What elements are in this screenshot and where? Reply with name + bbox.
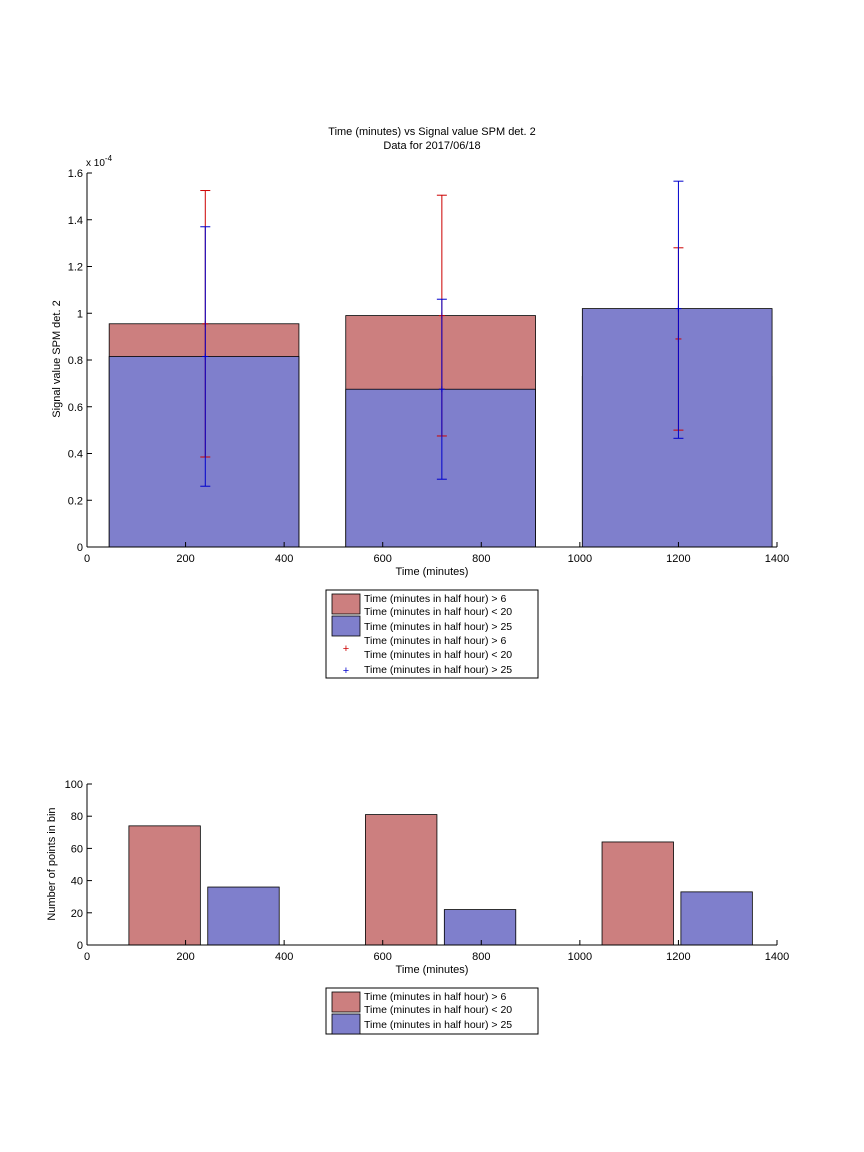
bottom-y-tick-label: 60 <box>71 843 83 855</box>
top-y-tick-label: 0.8 <box>68 355 83 367</box>
bottom-x-tick-label: 1200 <box>666 951 690 963</box>
bottom-bar-series-b <box>680 891 753 946</box>
top-x-tick-label: 600 <box>374 553 392 565</box>
top-y-exponent-base: x 10 <box>86 158 105 169</box>
bottom-legend-swatch-b <box>331 1013 361 1035</box>
bottom-legend-label-a2: Time (minutes in half hour) < 20 <box>364 1004 512 1016</box>
bottom-x-tick-label: 600 <box>374 951 392 963</box>
bottom-bar-series-a <box>128 825 201 946</box>
top-y-tick-label: 1.2 <box>68 262 83 274</box>
bottom-y-axis-label: Number of points in bin <box>46 807 58 920</box>
bottom-bar-series-a <box>601 841 674 946</box>
top-legend-label-b: Time (minutes in half hour) > 25 <box>364 621 512 633</box>
top-x-tick-label: 400 <box>275 553 293 565</box>
bottom-y-tick-label: 80 <box>71 811 83 823</box>
top-legend-box <box>325 589 539 679</box>
bottom-y-tick-label: 20 <box>71 908 83 920</box>
bottom-y-tick-label: 40 <box>71 876 83 888</box>
top-bar-series-b <box>581 308 773 548</box>
top-legend-label-a2: Time (minutes in half hour) < 20 <box>364 606 512 618</box>
bottom-y-tick-label: 100 <box>65 779 83 791</box>
bottom-bar-series-b <box>207 886 280 946</box>
top-y-tick-label: 0.4 <box>68 449 83 461</box>
top-x-tick-label: 1000 <box>568 553 592 565</box>
bottom-x-axis-label: Time (minutes) <box>396 964 469 976</box>
bottom-legend-swatch-a <box>331 991 361 1013</box>
bottom-bar-series-b <box>443 909 517 946</box>
top-y-tick-label: 1 <box>77 308 83 320</box>
top-y-tick-label: 0.6 <box>68 402 83 414</box>
top-y-tick-label: 1.4 <box>68 215 83 227</box>
top-legend-label-err-b: Time (minutes in half hour) > 25 <box>364 664 512 676</box>
bottom-y-tick-label: 0 <box>77 940 83 952</box>
top-x-tick-label: 800 <box>472 553 490 565</box>
top-y-tick-label: 0 <box>77 542 83 554</box>
top-legend-swatch-a <box>331 593 361 615</box>
top-chart-title: Time (minutes) vs Signal value SPM det. … <box>328 126 535 138</box>
top-x-axis-label: Time (minutes) <box>396 566 469 578</box>
top-legend-swatch-b <box>331 615 361 637</box>
top-x-tick-label: 1200 <box>666 553 690 565</box>
bottom-legend-label-a1: Time (minutes in half hour) > 6 <box>364 991 506 1003</box>
bottom-legend-box <box>325 987 539 1035</box>
bottom-x-tick-label: 400 <box>275 951 293 963</box>
bottom-x-tick-label: 200 <box>176 951 194 963</box>
top-x-tick-label: 0 <box>84 553 90 565</box>
top-plot-area: 0 200 400 600 800 1000 1200 1400 0 0.2 0.4 0.6 0.8 1 1… <box>68 168 790 565</box>
top-y-axis-label: Signal value SPM det. 2 <box>51 300 63 417</box>
bottom-x-tick-label: 1000 <box>568 951 592 963</box>
top-y-tick-label: 1.6 <box>68 168 83 180</box>
top-y-exponent-power: -4 <box>105 154 113 163</box>
top-x-tick-label: 200 <box>176 553 194 565</box>
top-legend-marker-a: + <box>343 643 349 655</box>
bottom-x-tick-label: 1400 <box>765 951 789 963</box>
bottom-x-tick-label: 800 <box>472 951 490 963</box>
top-x-tick-label: 1400 <box>765 553 789 565</box>
top-y-exponent: x 10-4 <box>86 154 113 169</box>
top-y-tick-label: 0.2 <box>68 495 83 507</box>
bottom-legend-label-b: Time (minutes in half hour) > 25 <box>364 1019 512 1031</box>
bottom-bar-series-a <box>365 814 438 946</box>
bottom-plot-area: 0 200 400 600 800 1000 1200 1400 0 20 40 60 80 100 <box>65 779 790 963</box>
top-bar-series-b <box>345 388 536 548</box>
top-legend-label-err-a1: Time (minutes in half hour) > 6 <box>364 635 506 647</box>
top-legend-label-err-a2: Time (minutes in half hour) < 20 <box>364 649 512 661</box>
bottom-x-tick-label: 0 <box>84 951 90 963</box>
top-bar-series-b <box>108 356 300 548</box>
top-chart-subtitle: Data for 2017/06/18 <box>383 140 480 152</box>
top-legend-label-a1: Time (minutes in half hour) > 6 <box>364 593 506 605</box>
top-legend-marker-b: + <box>343 665 349 677</box>
